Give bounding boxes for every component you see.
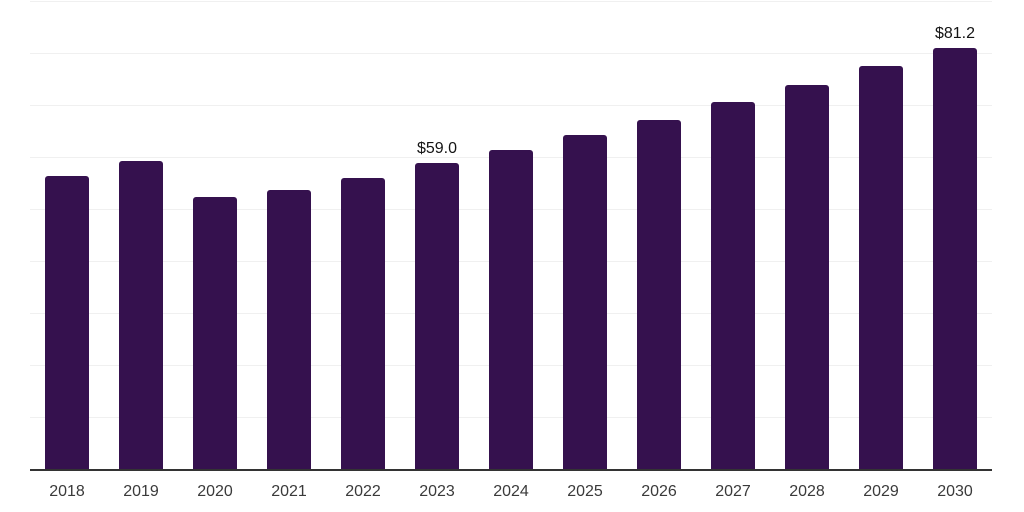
- bar-2018: [45, 175, 89, 470]
- x-tick-2024: 2024: [493, 483, 529, 500]
- bar-slot-2029: [844, 2, 918, 470]
- bar-slot-2027: [696, 2, 770, 470]
- bar-slot-2020: [178, 2, 252, 470]
- x-tick-2029: 2029: [863, 483, 899, 500]
- bar-2029: [859, 66, 903, 470]
- bar-slot-2021: [252, 2, 326, 470]
- bar-slot-2028: [770, 2, 844, 470]
- bar-2021: [267, 189, 311, 470]
- data-label-2030: $81.2: [934, 24, 976, 42]
- bar-slot-2023: $59.0: [400, 2, 474, 470]
- bar-slot-2019: [104, 2, 178, 470]
- x-tick-2026: 2026: [641, 483, 677, 500]
- x-tick-2020: 2020: [197, 483, 233, 500]
- bar-2028: [785, 85, 829, 470]
- bar-slot-2030: $81.2: [918, 2, 992, 470]
- bar-2024: [489, 150, 533, 470]
- x-axis-line: [30, 469, 992, 471]
- gridline-90: [30, 1, 992, 2]
- bars: $59.0 $81.2: [30, 2, 992, 470]
- x-axis: 2018 2019 2020 2021 2022 2023 2024 2025 2026 2027…: [30, 484, 992, 500]
- x-tick-2030: 2030: [937, 483, 973, 500]
- bar-2022: [341, 177, 385, 470]
- bar-2020: [193, 197, 237, 470]
- x-tick-2018: 2018: [49, 483, 85, 500]
- bar-2023: [415, 163, 459, 470]
- bar-slot-2024: [474, 2, 548, 470]
- gridline-70: [30, 105, 992, 106]
- bar-2030: [933, 47, 977, 470]
- x-tick-2023: 2023: [419, 483, 455, 500]
- x-tick-2028: 2028: [789, 483, 825, 500]
- bar-slot-2022: [326, 2, 400, 470]
- x-tick-2025: 2025: [567, 483, 603, 500]
- x-tick-2022: 2022: [345, 483, 381, 500]
- data-label-2023: $59.0: [416, 140, 458, 158]
- bar-2019: [119, 161, 163, 470]
- x-tick-2019: 2019: [123, 483, 159, 500]
- plot-area: $59.0 $81.2: [30, 1, 992, 471]
- x-tick-2021: 2021: [271, 483, 307, 500]
- bar-slot-2018: [30, 2, 104, 470]
- gridline-80: [30, 53, 992, 54]
- bar-2025: [563, 134, 607, 470]
- bar-slot-2025: [548, 2, 622, 470]
- bar-2027: [711, 102, 755, 470]
- x-tick-2027: 2027: [715, 483, 751, 500]
- bar-2026: [637, 119, 681, 470]
- bar-slot-2026: [622, 2, 696, 470]
